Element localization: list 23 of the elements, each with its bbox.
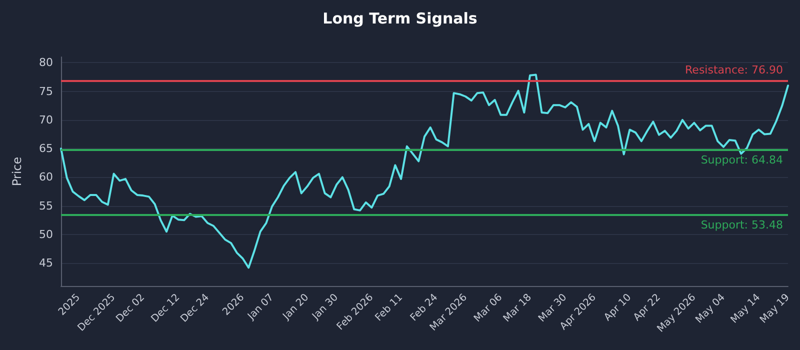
y-tick-label: 65 [39, 142, 53, 156]
x-tick-label: Jan 30 [310, 292, 340, 323]
x-tick-label: Apr 10 [602, 292, 634, 324]
ref-line-label: Support: 53.48 [700, 218, 783, 232]
chart-title: Long Term Signals [322, 10, 478, 28]
y-tick-label: 70 [39, 113, 53, 126]
y-tick-label: 75 [39, 84, 53, 98]
x-tick-label: Jan 20 [280, 292, 312, 323]
x-tick-label: Jan 07 [245, 292, 276, 323]
y-axis-title: Price [10, 156, 24, 186]
x-tick-label: Feb 11 [373, 292, 405, 324]
y-tick-label: 80 [39, 56, 53, 70]
x-tick-label: Apr 22 [632, 292, 663, 324]
y-tick-label: 60 [39, 170, 53, 184]
ref-line-label: Support: 64.84 [700, 154, 783, 167]
x-tick-label: Dec 24 [178, 292, 212, 325]
x-tick-label: Dec 02 [114, 292, 147, 325]
line-series [60, 74, 789, 269]
y-tick-label: 55 [39, 199, 53, 212]
ref-line-label: Resistance: 76.90 [685, 63, 783, 76]
y-tick-label: 45 [39, 256, 53, 270]
x-tick-label: Mar 18 [502, 292, 534, 324]
y-tick-label: 50 [39, 228, 53, 241]
